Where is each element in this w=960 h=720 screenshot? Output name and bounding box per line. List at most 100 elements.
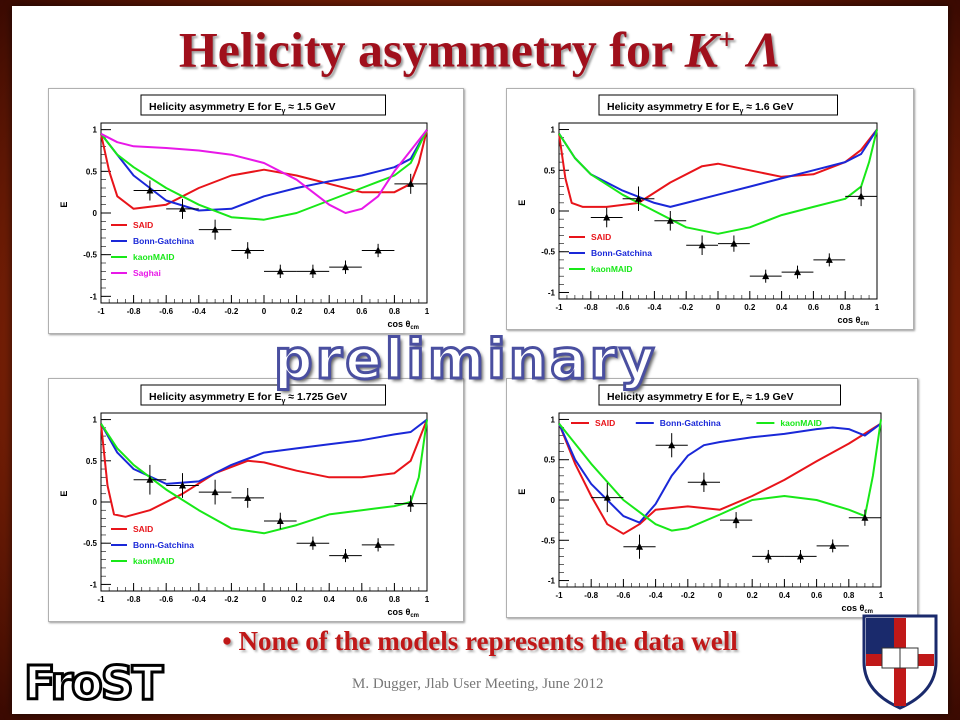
model-curve-bonn-gatchina [100, 418, 428, 485]
y-tick-label: 0.5 [86, 457, 98, 466]
data-point [394, 173, 427, 194]
x-axis-label: cos θcm [841, 603, 873, 615]
plot-title-box: Helicity asymmetry E for Eγ ≈ 1.5 GeV [140, 94, 386, 116]
y-tick-label: 0 [551, 496, 556, 505]
model-curve-kaonmaid [558, 129, 878, 235]
y-tick-label: -0.5 [83, 539, 97, 548]
model-curve-kaonmaid [100, 129, 428, 221]
x-tick-label: -1 [97, 307, 105, 316]
y-tick-label: 0.5 [544, 166, 556, 175]
preliminary-watermark: preliminary [272, 327, 658, 393]
x-tick-label: 0.8 [843, 591, 855, 600]
university-crest-icon [862, 614, 938, 710]
data-point [329, 548, 362, 563]
data-point [622, 186, 655, 211]
data-point [198, 219, 232, 240]
x-tick-label: -1 [555, 303, 563, 312]
data-point [133, 180, 167, 201]
data-point [718, 235, 750, 252]
legend-label: Bonn-Gatchina [591, 248, 652, 258]
y-axis-label: E [59, 202, 69, 208]
plot-title: Helicity asymmetry E for Eγ ≈ 1.9 GeV [607, 391, 794, 405]
legend-entry: kaonMAID [756, 418, 822, 428]
x-tick-label: 0.2 [744, 303, 756, 312]
chart-1p9-gev: Helicity asymmetry E for Eγ ≈ 1.9 GeV -1 -… [517, 384, 884, 615]
y-tick-label: -0.5 [541, 536, 555, 545]
data-point [590, 207, 623, 228]
x-tick-label: 0.4 [776, 303, 788, 312]
y-axis-label: E [517, 489, 527, 495]
model-curve-kaonmaid [558, 419, 882, 532]
y-tick-label: -1 [548, 577, 556, 586]
x-tick-label: -0.2 [225, 595, 239, 604]
x-tick-label: -0.4 [649, 591, 663, 600]
legend-label: kaonMAID [591, 264, 633, 274]
plot-1p9-gev: Helicity asymmetry E for Eγ ≈ 1.9 GeV -1 -… [506, 378, 918, 618]
footer-citation: M. Dugger, Jlab User Meeting, June 2012 [352, 676, 604, 692]
y-tick-label: -1 [548, 288, 556, 297]
x-tick-label: 0.8 [389, 595, 401, 604]
data-point [813, 253, 846, 267]
x-tick-label: -0.4 [192, 595, 206, 604]
x-tick-label: -0.8 [127, 595, 141, 604]
model-curve-said [558, 128, 878, 208]
data-point [231, 487, 264, 508]
data-point [784, 549, 817, 563]
model-curve-bonn-gatchina [100, 129, 428, 212]
data-point [781, 265, 814, 279]
legend-entry: Bonn-Gatchina [569, 248, 652, 258]
model-curve-said [100, 419, 428, 518]
y-tick-label: 0 [93, 498, 98, 507]
data-point [654, 211, 687, 231]
data-point [133, 464, 167, 495]
legend-label: SAID [595, 418, 615, 428]
data-point [687, 472, 720, 492]
x-tick-label: 1 [425, 307, 430, 316]
legend-label: kaonMAID [780, 418, 822, 428]
y-axis-label: E [59, 491, 69, 497]
model-curve-saghai [100, 129, 428, 214]
x-tick-label: -1 [555, 591, 563, 600]
x-tick-label: -1 [97, 595, 105, 604]
x-tick-label: 0 [262, 595, 267, 604]
legend-label: kaonMAID [133, 252, 175, 262]
legend-entry: Bonn-Gatchina [111, 236, 194, 246]
x-tick-label: -0.6 [159, 595, 173, 604]
legend-entry: SAID [571, 418, 615, 428]
x-tick-label: 0.6 [356, 595, 368, 604]
data-point [686, 235, 718, 255]
x-tick-label: 0.6 [808, 303, 820, 312]
x-axis-label: cos θcm [387, 319, 419, 331]
x-axis-label: cos θcm [387, 607, 419, 619]
x-tick-label: 0.2 [291, 307, 303, 316]
legend-label: SAID [133, 524, 153, 534]
x-tick-label: 0 [262, 307, 267, 316]
legend-label: Saghai [133, 268, 161, 278]
y-axis-label: E [517, 200, 527, 206]
data-point [166, 198, 199, 219]
y-tick-label: -1 [90, 580, 98, 589]
y-tick-label: 1 [551, 415, 556, 424]
data-point [166, 473, 199, 498]
chart-1p6-gev: Helicity asymmetry E for Eγ ≈ 1.6 GeV -1 -… [517, 94, 880, 327]
data-point [655, 433, 688, 458]
y-tick-label: -1 [90, 292, 98, 301]
x-tick-label: 0.4 [779, 591, 791, 600]
model-curve-said [558, 422, 882, 535]
plot-1p5-gev: Helicity asymmetry E for Eγ ≈ 1.5 GeV -1 -… [48, 88, 464, 334]
data-point [394, 495, 427, 512]
data-point [749, 269, 782, 283]
y-tick-label: 0 [93, 209, 98, 218]
x-tick-label: -0.6 [617, 591, 631, 600]
data-point [752, 549, 785, 563]
conclusion-bullet: • None of the models represents the data… [222, 626, 738, 656]
x-tick-label: -0.2 [225, 307, 239, 316]
data-point [264, 264, 297, 278]
title-charge: + [718, 23, 736, 56]
data-point [361, 243, 395, 258]
legend-entry: SAID [569, 232, 611, 242]
plot-frame [100, 122, 428, 304]
x-tick-label: 0.6 [811, 591, 823, 600]
data-point [296, 264, 330, 278]
legend-entry: kaonMAID [111, 252, 175, 262]
